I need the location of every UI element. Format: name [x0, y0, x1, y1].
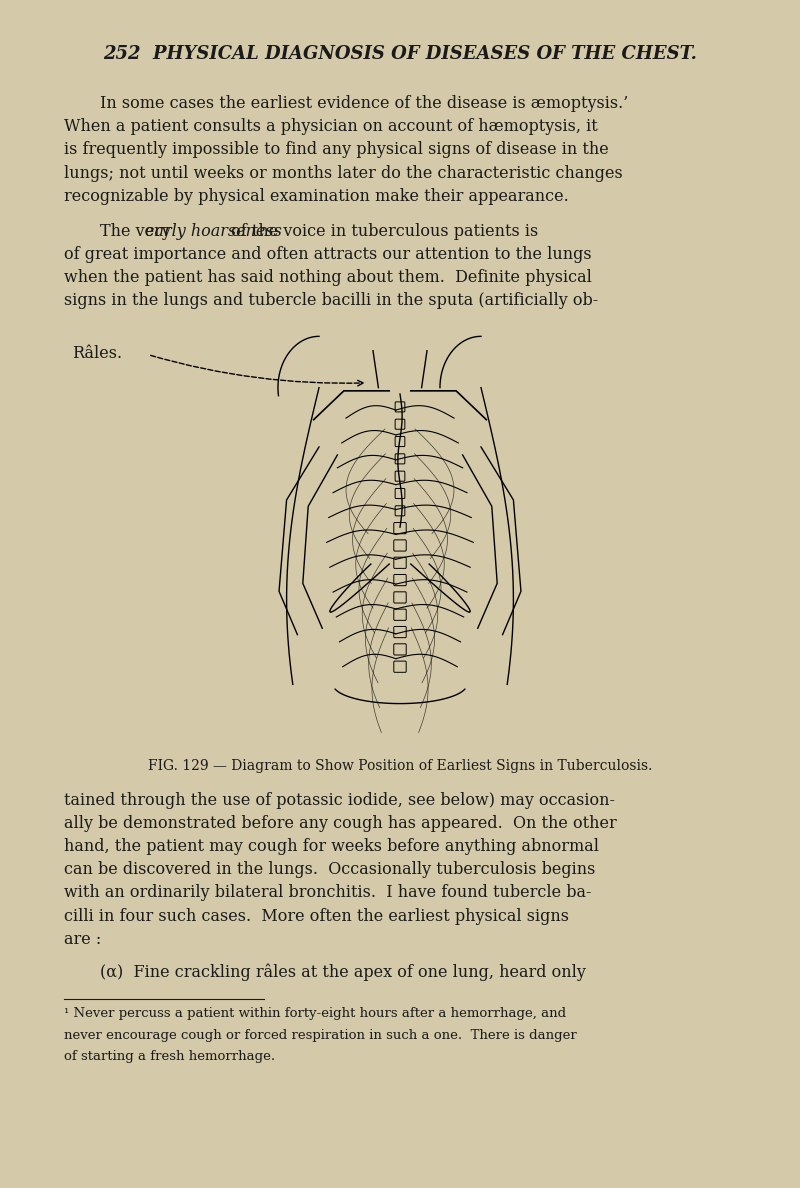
Text: can be discovered in the lungs.  Occasionally tuberculosis begins: can be discovered in the lungs. Occasion…: [64, 861, 595, 878]
FancyBboxPatch shape: [394, 539, 406, 551]
Text: signs in the lungs and tubercle bacilli in the sputa (artificially ob-: signs in the lungs and tubercle bacilli …: [64, 292, 598, 309]
Text: with an ordinarily bilateral bronchitis.  I have found tubercle ba-: with an ordinarily bilateral bronchitis.…: [64, 884, 591, 902]
Text: lungs; not until weeks or months later do the characteristic changes: lungs; not until weeks or months later d…: [64, 164, 622, 182]
Text: never encourage cough or forced respiration in such a one.  There is danger: never encourage cough or forced respirat…: [64, 1029, 577, 1042]
FancyBboxPatch shape: [395, 419, 405, 429]
Text: of the voice in tuberculous patients is: of the voice in tuberculous patients is: [226, 223, 538, 240]
Text: is frequently impossible to find any physical signs of disease in the: is frequently impossible to find any phy…: [64, 141, 609, 158]
FancyBboxPatch shape: [394, 557, 406, 568]
Text: Râles.: Râles.: [72, 346, 122, 362]
Text: hand, the patient may cough for weeks before anything abnormal: hand, the patient may cough for weeks be…: [64, 839, 599, 855]
Text: early hoarseness: early hoarseness: [146, 223, 282, 240]
Text: recognizable by physical examination make their appearance.: recognizable by physical examination mak…: [64, 188, 569, 204]
Text: (α)  Fine crackling râles at the apex of one lung, heard only: (α) Fine crackling râles at the apex of …: [100, 963, 586, 981]
FancyBboxPatch shape: [394, 592, 406, 604]
FancyBboxPatch shape: [394, 523, 406, 533]
Text: When a patient consults a physician on account of hæmoptysis, it: When a patient consults a physician on a…: [64, 118, 598, 135]
FancyBboxPatch shape: [394, 575, 406, 586]
Text: The very: The very: [100, 223, 176, 240]
FancyBboxPatch shape: [394, 609, 406, 620]
FancyBboxPatch shape: [394, 626, 406, 638]
Text: In some cases the earliest evidence of the disease is æmoptysis.’: In some cases the earliest evidence of t…: [100, 95, 628, 112]
Text: tained through the use of potassic iodide, see below) may occasion-: tained through the use of potassic iodid…: [64, 791, 615, 809]
Text: FIG. 129 — Diagram to Show Position of Earliest Signs in Tuberculosis.: FIG. 129 — Diagram to Show Position of E…: [148, 758, 652, 772]
Text: of great importance and often attracts our attention to the lungs: of great importance and often attracts o…: [64, 246, 592, 263]
FancyBboxPatch shape: [394, 644, 406, 655]
Text: when the patient has said nothing about them.  Definite physical: when the patient has said nothing about …: [64, 270, 592, 286]
FancyBboxPatch shape: [395, 472, 405, 481]
Text: of starting a fresh hemorrhage.: of starting a fresh hemorrhage.: [64, 1050, 275, 1063]
FancyBboxPatch shape: [395, 454, 405, 463]
Text: 252  PHYSICAL DIAGNOSIS OF DISEASES OF THE CHEST.: 252 PHYSICAL DIAGNOSIS OF DISEASES OF TH…: [103, 45, 697, 63]
Text: ally be demonstrated before any cough has appeared.  On the other: ally be demonstrated before any cough ha…: [64, 815, 617, 832]
FancyBboxPatch shape: [395, 488, 405, 499]
FancyBboxPatch shape: [395, 506, 405, 516]
Text: cilli in four such cases.  More often the earliest physical signs: cilli in four such cases. More often the…: [64, 908, 569, 924]
FancyBboxPatch shape: [395, 402, 405, 412]
Text: ¹ Never percuss a patient within forty-eight hours after a hemorrhage, and: ¹ Never percuss a patient within forty-e…: [64, 1007, 566, 1020]
Text: are :: are :: [64, 931, 102, 948]
FancyBboxPatch shape: [395, 436, 405, 447]
FancyBboxPatch shape: [394, 661, 406, 672]
